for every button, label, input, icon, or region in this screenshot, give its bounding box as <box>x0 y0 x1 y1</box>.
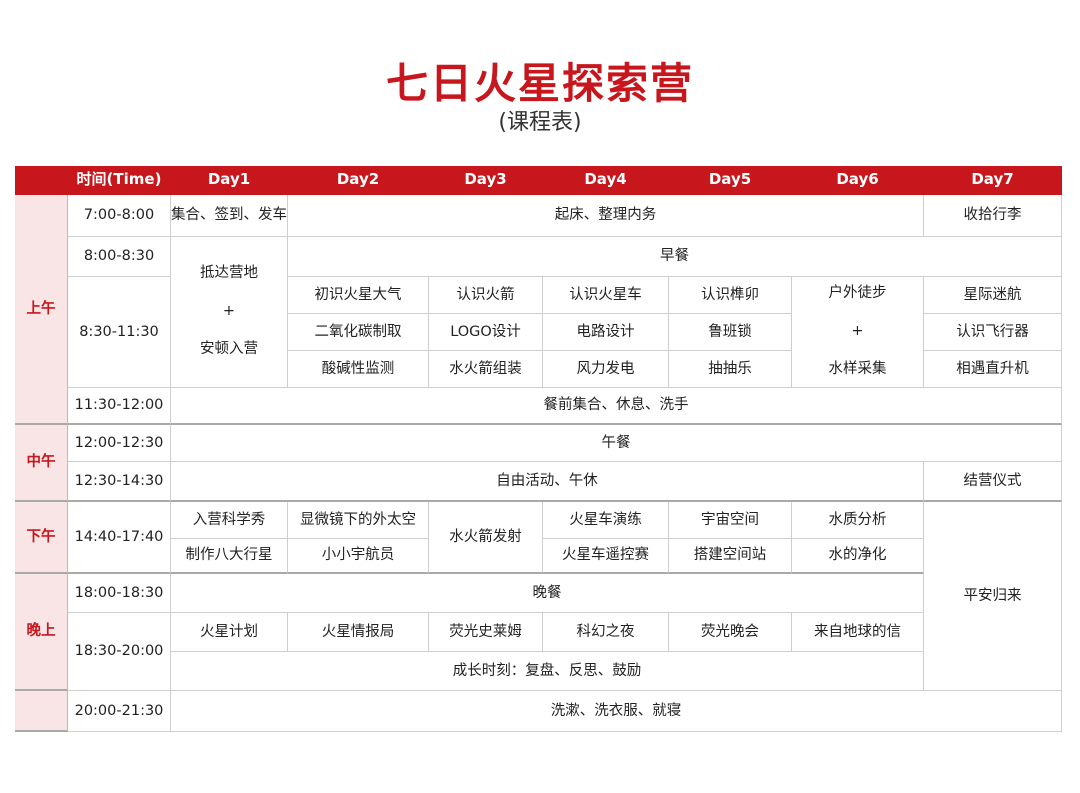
period-label: 下午 <box>15 502 68 574</box>
activity-cell: 平安归来 <box>924 502 1062 691</box>
activity-cell: 抵达营地 + 安顿入营 <box>171 237 288 388</box>
activity-cell: 收拾行李 <box>924 195 1062 237</box>
activity-cell: 洗漱、洗衣服、就寝 <box>171 691 1062 732</box>
header-cell: Day7 <box>924 166 1062 195</box>
activity-cell: 制作八大行星 <box>171 539 288 574</box>
activity-cell: 搭建空间站 <box>669 539 792 574</box>
activity-cell: 相遇直升机 <box>924 351 1062 388</box>
period-label: 上午 <box>15 195 68 425</box>
activity-cell: 水火箭组装 <box>429 351 543 388</box>
activity-cell: 认识火箭 <box>429 277 543 314</box>
header-cell: Day2 <box>288 166 429 195</box>
time-cell: 12:00-12:30 <box>68 425 171 462</box>
period-label: 晚上 <box>15 574 68 691</box>
activity-cell: 自由活动、午休 <box>171 462 924 502</box>
activity-cell: 火星车遥控赛 <box>543 539 669 574</box>
activity-cell: 风力发电 <box>543 351 669 388</box>
activity-cell: LOGO设计 <box>429 314 543 351</box>
page-title: 七日火星探索营 <box>385 59 694 108</box>
time-cell: 14:40-17:40 <box>68 502 171 574</box>
activity-cell: 水质分析 <box>792 502 924 539</box>
activity-cell: 认识飞行器 <box>924 314 1062 351</box>
activity-cell: 早餐 <box>288 237 1062 277</box>
activity-cell: 火星计划 <box>171 613 288 652</box>
activity-cell: 集合、签到、发车 <box>171 195 288 237</box>
activity-cell: 荧光晚会 <box>669 613 792 652</box>
activity-cell: 户外徒步 + 水样采集 <box>792 277 924 388</box>
time-cell: 7:00-8:00 <box>68 195 171 237</box>
header-cell: Day5 <box>669 166 792 195</box>
header-cell: Day4 <box>543 166 669 195</box>
header-cell <box>15 166 68 195</box>
header-cell: Day1 <box>171 166 288 195</box>
activity-cell: 成长时刻：复盘、反思、鼓励 <box>171 652 924 691</box>
time-cell: 8:30-11:30 <box>68 277 171 388</box>
activity-cell: 小小宇航员 <box>288 539 429 574</box>
activity-cell: 结营仪式 <box>924 462 1062 502</box>
activity-cell: 水火箭发射 <box>429 502 543 574</box>
page-subtitle: (课程表) <box>498 110 582 135</box>
header-cell: Day6 <box>792 166 924 195</box>
activity-cell: 认识榫卯 <box>669 277 792 314</box>
activity-cell: 来自地球的信 <box>792 613 924 652</box>
activity-cell: 宇宙空间 <box>669 502 792 539</box>
activity-cell: 初识火星大气 <box>288 277 429 314</box>
activity-cell: 电路设计 <box>543 314 669 351</box>
activity-cell: 抽抽乐 <box>669 351 792 388</box>
time-cell: 18:30-20:00 <box>68 613 171 691</box>
activity-cell: 火星情报局 <box>288 613 429 652</box>
activity-cell: 科幻之夜 <box>543 613 669 652</box>
activity-cell: 水的净化 <box>792 539 924 574</box>
activity-cell: 荧光史莱姆 <box>429 613 543 652</box>
activity-cell: 起床、整理内务 <box>288 195 924 237</box>
time-cell: 11:30-12:00 <box>68 388 171 425</box>
activity-cell: 鲁班锁 <box>669 314 792 351</box>
activity-cell: 火星车演练 <box>543 502 669 539</box>
time-cell: 12:30-14:30 <box>68 462 171 502</box>
time-cell: 8:00-8:30 <box>68 237 171 277</box>
activity-cell: 酸碱性监测 <box>288 351 429 388</box>
period-label: 中午 <box>15 425 68 502</box>
header-cell: 时间(Time) <box>68 166 171 195</box>
activity-cell: 餐前集合、休息、洗手 <box>171 388 1062 425</box>
period-label <box>15 691 68 732</box>
activity-cell: 显微镜下的外太空 <box>288 502 429 539</box>
activity-cell: 星际迷航 <box>924 277 1062 314</box>
time-cell: 20:00-21:30 <box>68 691 171 732</box>
activity-cell: 晚餐 <box>171 574 924 613</box>
activity-cell: 认识火星车 <box>543 277 669 314</box>
time-cell: 18:00-18:30 <box>68 574 171 613</box>
activity-cell: 入营科学秀 <box>171 502 288 539</box>
activity-cell: 二氧化碳制取 <box>288 314 429 351</box>
activity-cell: 午餐 <box>171 425 1062 462</box>
header-cell: Day3 <box>429 166 543 195</box>
